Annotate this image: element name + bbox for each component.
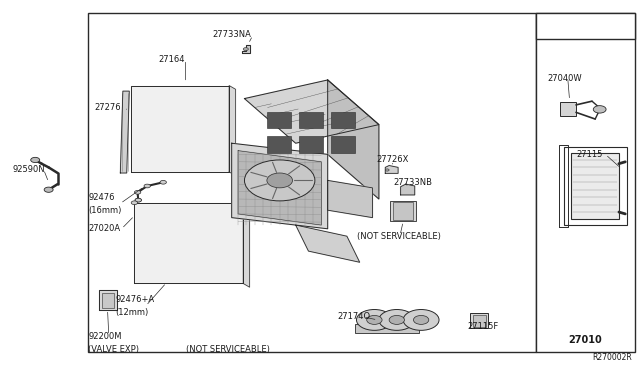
Text: 27164: 27164 (159, 55, 185, 64)
Text: 92200M: 92200M (88, 332, 122, 341)
Text: 27115: 27115 (576, 150, 602, 159)
Text: 27020A: 27020A (88, 224, 120, 233)
Bar (393, 202, 413, 220)
Circle shape (356, 310, 392, 330)
Bar (564, 147, 627, 225)
Text: (VALVE EXP): (VALVE EXP) (88, 345, 140, 354)
Bar (299, 136, 323, 153)
Polygon shape (385, 166, 398, 173)
Polygon shape (242, 45, 250, 53)
Polygon shape (243, 203, 250, 287)
Circle shape (243, 48, 248, 51)
Circle shape (135, 198, 141, 202)
Bar (331, 112, 355, 128)
Polygon shape (328, 180, 372, 218)
Text: (12mm): (12mm) (115, 308, 148, 317)
Bar (267, 136, 291, 153)
Text: 27174O: 27174O (337, 312, 371, 321)
Text: 92476: 92476 (88, 193, 115, 202)
Circle shape (160, 180, 166, 184)
Bar (536, 13, 635, 39)
Bar (267, 112, 291, 128)
Circle shape (413, 315, 429, 324)
Bar (473, 315, 486, 327)
Bar (390, 201, 416, 221)
Bar (355, 324, 419, 333)
Text: 27115F: 27115F (467, 322, 499, 331)
Text: (NOT SERVICEABLE): (NOT SERVICEABLE) (357, 232, 441, 241)
Circle shape (389, 315, 404, 324)
Bar (331, 136, 355, 153)
Bar (470, 313, 488, 328)
Bar (571, 153, 619, 219)
Circle shape (134, 190, 141, 194)
Text: 27040W: 27040W (547, 74, 582, 83)
Circle shape (385, 169, 389, 171)
Text: R270002R: R270002R (593, 353, 632, 362)
Circle shape (144, 184, 150, 188)
Polygon shape (229, 86, 236, 176)
Text: (NOT SERVICEABLE): (NOT SERVICEABLE) (186, 345, 269, 354)
Text: 27276: 27276 (95, 103, 122, 112)
Bar (560, 102, 576, 116)
Circle shape (367, 315, 382, 324)
Polygon shape (244, 80, 379, 143)
Polygon shape (296, 225, 360, 262)
Text: (16mm): (16mm) (88, 206, 122, 215)
Polygon shape (401, 184, 415, 195)
Circle shape (593, 106, 606, 113)
Polygon shape (120, 91, 129, 173)
Bar (299, 112, 323, 128)
Polygon shape (131, 86, 229, 172)
Polygon shape (238, 151, 321, 225)
Circle shape (403, 310, 439, 330)
Bar (102, 293, 114, 308)
Text: 92476+A: 92476+A (115, 295, 154, 304)
Bar (536, 13, 635, 352)
Polygon shape (134, 203, 243, 283)
Text: 27726X: 27726X (376, 155, 409, 164)
Text: 27010: 27010 (569, 336, 602, 345)
Polygon shape (232, 143, 328, 229)
Polygon shape (99, 290, 117, 310)
Circle shape (379, 310, 415, 330)
Circle shape (31, 157, 40, 163)
Bar (88, 13, 536, 352)
Circle shape (44, 187, 53, 192)
Polygon shape (328, 80, 379, 199)
Circle shape (135, 198, 141, 202)
Text: 92590N: 92590N (13, 165, 45, 174)
Circle shape (244, 160, 315, 201)
Circle shape (131, 201, 138, 205)
Circle shape (267, 173, 292, 188)
Text: 27733NA: 27733NA (212, 30, 251, 39)
Text: 27733NB: 27733NB (393, 178, 432, 187)
